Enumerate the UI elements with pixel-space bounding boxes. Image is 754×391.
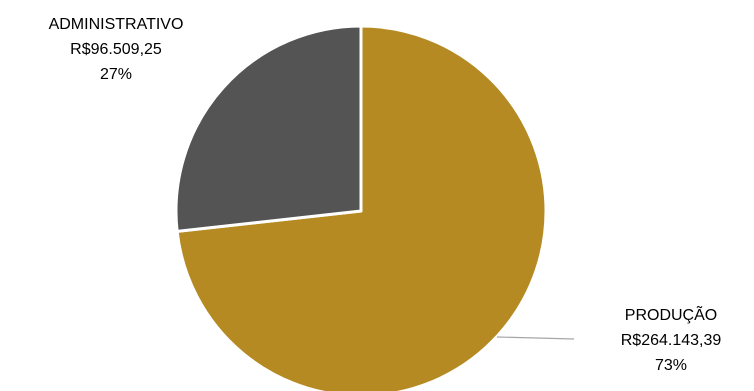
slice-label-percent-producao: 73% [655,357,687,374]
slice-label-value-producao: R$264.143,39 [621,332,722,349]
pie-slices [174,24,548,391]
leader-line-producao [496,336,575,340]
slice-label-name-producao: PRODUÇÃO [625,304,717,324]
data-label-producao: PRODUÇÃO R$264.143,39 73% [621,304,722,374]
slice-label-name-administrativo: ADMINISTRATIVO [49,16,184,33]
slice-label-percent-administrativo: 27% [100,66,132,83]
slice-label-value-administrativo: R$96.509,25 [70,41,162,58]
data-label-administrativo: ADMINISTRATIVO R$96.509,25 27% [49,16,184,83]
pie-slice-administrativo [174,24,363,233]
